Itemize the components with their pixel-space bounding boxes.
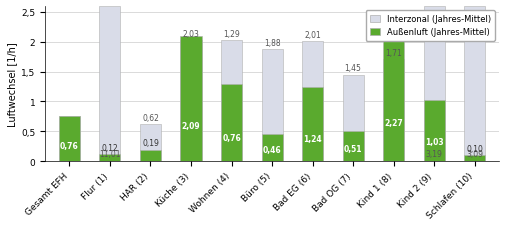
Text: 0,46: 0,46 xyxy=(262,146,281,155)
Text: 1,03: 1,03 xyxy=(424,137,443,146)
Bar xyxy=(180,41,201,161)
Bar xyxy=(59,116,80,161)
Text: 3,09: 3,09 xyxy=(465,149,482,158)
Bar xyxy=(423,100,444,161)
Text: 1,88: 1,88 xyxy=(263,38,280,47)
Text: 2,27: 2,27 xyxy=(383,119,402,128)
Bar xyxy=(140,150,161,161)
Bar xyxy=(221,85,241,161)
Bar xyxy=(221,41,241,161)
Bar xyxy=(301,42,323,161)
Text: 1,24: 1,24 xyxy=(302,134,321,143)
Bar xyxy=(59,116,80,161)
Bar xyxy=(180,37,201,161)
Bar xyxy=(342,131,363,161)
Text: 2,09: 2,09 xyxy=(181,121,200,130)
Bar xyxy=(99,7,120,161)
Text: 2,01: 2,01 xyxy=(304,31,320,39)
Bar xyxy=(382,60,403,161)
Text: 3,19: 3,19 xyxy=(425,149,442,158)
Text: 1,29: 1,29 xyxy=(223,30,239,38)
Text: 1,71: 1,71 xyxy=(384,48,401,57)
Text: 0,12: 0,12 xyxy=(102,143,118,152)
Bar xyxy=(342,75,363,161)
Bar xyxy=(463,7,484,161)
Text: 0,10: 0,10 xyxy=(466,144,482,153)
Bar xyxy=(463,155,484,161)
Text: 0,76: 0,76 xyxy=(60,141,79,150)
Text: 2,03: 2,03 xyxy=(182,30,199,38)
Bar xyxy=(382,27,403,161)
Bar xyxy=(423,7,444,161)
Bar xyxy=(261,50,282,161)
Text: 0,19: 0,19 xyxy=(142,139,159,148)
Y-axis label: Luftwechsel [1/h]: Luftwechsel [1/h] xyxy=(7,42,17,126)
Legend: Interzonal (Jahres-Mittel), Außenluft (Jahres-Mittel): Interzonal (Jahres-Mittel), Außenluft (J… xyxy=(365,11,494,42)
Text: 0,62: 0,62 xyxy=(142,113,159,122)
Text: 0,51: 0,51 xyxy=(343,145,362,154)
Bar xyxy=(99,154,120,161)
Bar xyxy=(261,134,282,161)
Bar xyxy=(301,88,323,161)
Text: 1,45: 1,45 xyxy=(344,64,361,73)
Bar xyxy=(140,125,161,161)
Text: 11,01: 11,01 xyxy=(99,149,121,158)
Text: 0,76: 0,76 xyxy=(222,133,240,142)
